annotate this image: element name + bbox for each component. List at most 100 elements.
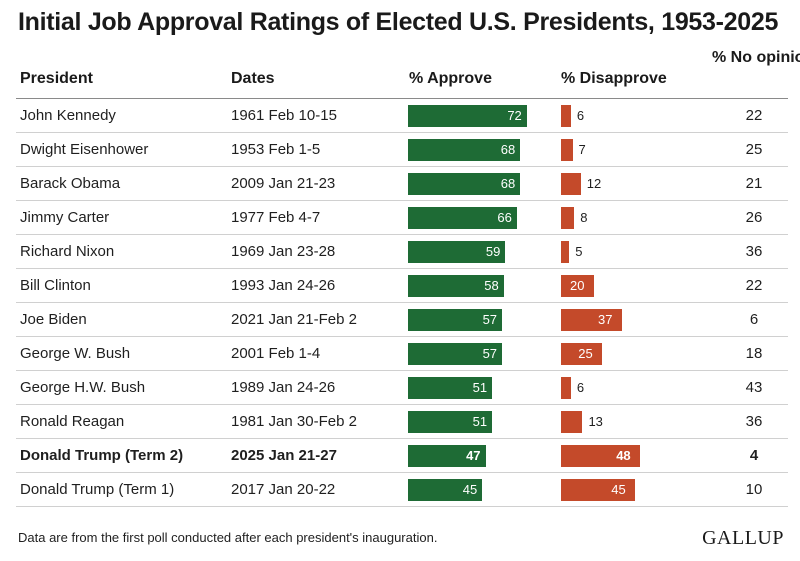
table-row: Richard Nixon 1969 Jan 23-28 59 5 36 (16, 235, 788, 269)
no-opinion-value: 26 (745, 209, 763, 226)
disapprove-value-label: 25 (578, 346, 593, 361)
disapprove-value-label: 48 (616, 448, 631, 463)
column-header-dates: Dates (231, 70, 275, 87)
president-name: Barack Obama (20, 175, 121, 192)
table-row: George W. Bush 2001 Feb 1-4 57 25 18 (16, 337, 788, 371)
approve-bar: 68 (408, 139, 521, 161)
approve-value-label: 57 (482, 312, 498, 327)
disapprove-bar (561, 139, 573, 161)
president-name: George W. Bush (20, 345, 131, 362)
poll-dates: 1981 Jan 30-Feb 2 (231, 413, 357, 430)
disapprove-value-label: 12 (586, 176, 602, 191)
table-row: Barack Obama 2009 Jan 21-23 68 12 21 (16, 167, 788, 201)
column-header-approve: % Approve (409, 70, 492, 87)
disapprove-bar (561, 207, 575, 229)
approve-bar: 57 (408, 309, 503, 331)
table-row: Donald Trump (Term 1) 2017 Jan 20-22 45 45 1… (16, 473, 788, 507)
president-name: Ronald Reagan (20, 413, 125, 430)
no-opinion-value: 43 (745, 379, 763, 396)
approve-value-label: 59 (485, 244, 501, 259)
table-body: John Kennedy 1961 Feb 10-15 72 6 22 Dwight Ei… (16, 99, 788, 507)
approve-value-label: 51 (472, 414, 488, 429)
approve-value-label: 66 (497, 210, 512, 225)
disapprove-bar (561, 377, 571, 399)
president-name: Jimmy Carter (20, 209, 110, 226)
poll-dates: 2017 Jan 20-22 (231, 481, 336, 498)
president-name: Donald Trump (Term 2) (20, 447, 184, 464)
chart-title: Initial Job Approval Ratings of Elected … (18, 8, 779, 36)
no-opinion-value: 36 (745, 413, 763, 430)
no-opinion-value: 22 (745, 107, 763, 124)
president-name: John Kennedy (20, 107, 116, 124)
disapprove-bar (561, 479, 636, 501)
approve-bar: 51 (408, 377, 493, 399)
president-name: Joe Biden (20, 311, 87, 328)
poll-dates: 1977 Feb 4-7 (231, 209, 321, 226)
approve-bar: 72 (408, 105, 527, 127)
disapprove-bar (561, 105, 571, 127)
column-header-president: President (20, 70, 93, 87)
no-opinion-value: 22 (745, 277, 763, 294)
approve-bar: 59 (408, 241, 506, 263)
no-opinion-value: 4 (749, 447, 759, 464)
approve-value-label: 57 (482, 346, 498, 361)
disapprove-value-label: 13 (588, 414, 603, 429)
header-divider (16, 98, 788, 99)
gallup-logo: GALLUP (702, 527, 784, 549)
disapprove-bar (561, 343, 603, 365)
column-header-no-opinion: % No opinion (712, 49, 800, 66)
no-opinion-value: 6 (749, 311, 759, 328)
table-row: Donald Trump (Term 2) 2025 Jan 21-27 47 48 4 (16, 439, 788, 473)
poll-dates: 2001 Feb 1-4 (231, 345, 321, 362)
disapprove-value-label: 45 (611, 482, 626, 497)
approve-value-label: 47 (466, 448, 481, 463)
disapprove-value-label: 8 (580, 210, 588, 225)
disapprove-bar (561, 173, 581, 195)
disapprove-value-label: 6 (576, 380, 585, 395)
disapprove-bar (561, 275, 594, 297)
president-name: George H.W. Bush (20, 379, 146, 396)
poll-dates: 2025 Jan 21-27 (231, 447, 337, 464)
table-row: Bill Clinton 1993 Jan 24-26 58 20 22 (16, 269, 788, 303)
table-row: George H.W. Bush 1989 Jan 24-26 51 6 43 (16, 371, 788, 405)
approve-bar: 66 (408, 207, 517, 229)
poll-dates: 1953 Feb 1-5 (231, 141, 321, 158)
table-row: Dwight Eisenhower 1953 Feb 1-5 68 7 25 (16, 133, 788, 167)
disapprove-value-label: 6 (576, 108, 585, 123)
approve-bar: 58 (408, 275, 504, 297)
disapprove-value-label: 20 (570, 278, 585, 293)
disapprove-bar (561, 309, 623, 331)
disapprove-value-label: 7 (578, 142, 586, 157)
approve-value-label: 58 (484, 278, 499, 293)
president-name: Dwight Eisenhower (20, 141, 149, 158)
poll-dates: 2021 Jan 21-Feb 2 (231, 311, 357, 328)
column-header-disapprove: % Disapprove (561, 70, 667, 87)
approve-value-label: 68 (500, 176, 516, 191)
table-row: Joe Biden 2021 Jan 21-Feb 2 57 37 6 (16, 303, 788, 337)
poll-dates: 1961 Feb 10-15 (231, 107, 337, 124)
approve-bar: 57 (408, 343, 503, 365)
no-opinion-value: 10 (745, 481, 763, 498)
no-opinion-value: 18 (745, 345, 763, 362)
president-name: Richard Nixon (20, 243, 115, 260)
table-row: Jimmy Carter 1977 Feb 4-7 66 8 26 (16, 201, 788, 235)
president-name: Bill Clinton (20, 277, 91, 294)
approve-value-label: 45 (462, 482, 478, 497)
poll-dates: 1993 Jan 24-26 (231, 277, 336, 294)
poll-dates: 2009 Jan 21-23 (231, 175, 336, 192)
disapprove-bar (561, 411, 583, 433)
disapprove-bar (561, 241, 570, 263)
disapprove-value-label: 5 (575, 244, 583, 259)
disapprove-value-label: 37 (598, 312, 613, 327)
poll-dates: 1989 Jan 24-26 (231, 379, 336, 396)
no-opinion-value: 25 (745, 141, 763, 158)
poll-dates: 1969 Jan 23-28 (231, 243, 336, 260)
president-name: Donald Trump (Term 1) (20, 481, 175, 498)
table-row: Ronald Reagan 1981 Jan 30-Feb 2 51 13 36 (16, 405, 788, 439)
approve-bar: 47 (408, 445, 486, 467)
approve-value-label: 51 (472, 380, 488, 395)
approve-bar: 45 (408, 479, 483, 501)
no-opinion-value: 21 (745, 175, 763, 192)
approve-bar: 51 (408, 411, 493, 433)
footnote: Data are from the first poll conducted a… (18, 530, 438, 545)
